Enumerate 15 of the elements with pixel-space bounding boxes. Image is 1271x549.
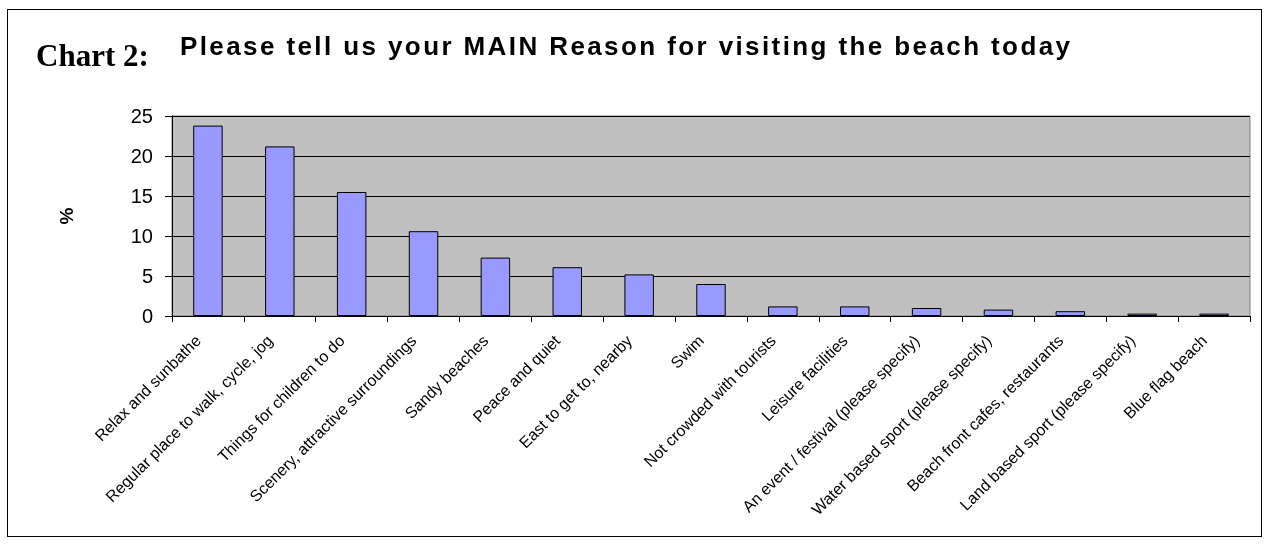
bar [768, 306, 798, 316]
bar [911, 308, 942, 316]
bar [1055, 311, 1086, 316]
chart-title: Please tell us your MAIN Reason for visiting the beach today [180, 31, 1073, 62]
bar [840, 306, 870, 316]
bar [983, 309, 1014, 316]
caption: Chart 2: [36, 38, 149, 74]
y-tick-label: 25 [130, 105, 153, 127]
y-tick-label: 5 [141, 265, 153, 287]
y-tick-label: 0 [141, 305, 153, 327]
y-tick-label: 20 [130, 145, 153, 167]
bar [696, 284, 726, 316]
y-tick-label: 10 [130, 225, 153, 247]
y-axis-title: % [56, 207, 77, 225]
y-tick-label: 15 [130, 185, 153, 207]
